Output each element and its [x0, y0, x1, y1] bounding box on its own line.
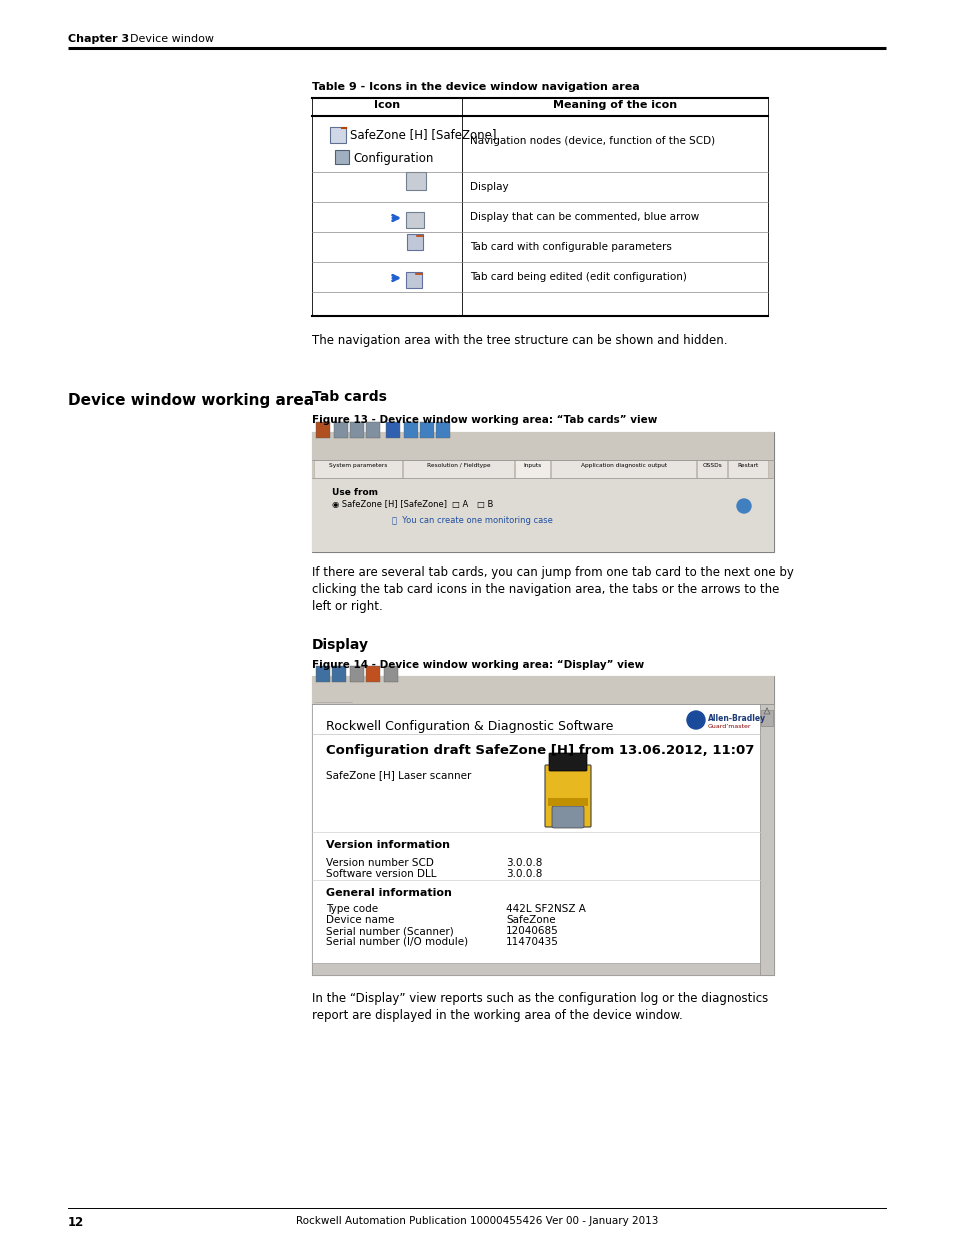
Text: Tab cards: Tab cards [312, 390, 387, 404]
Bar [312, 478, 773, 552]
Text: Display: Display [470, 182, 508, 191]
Bar [515, 459, 550, 478]
FancyBboxPatch shape [330, 127, 346, 143]
Text: If there are several tab cards, you can jump from one tab card to the next one b: If there are several tab cards, you can … [312, 566, 793, 613]
FancyBboxPatch shape [407, 233, 422, 249]
Text: Version information: Version information [326, 840, 450, 850]
Bar [350, 666, 364, 682]
Bar [386, 422, 399, 438]
Circle shape [686, 711, 704, 729]
Text: Icon: Icon [374, 100, 399, 110]
Bar [350, 422, 364, 438]
Bar [551, 459, 696, 478]
Text: 3.0.0.8: 3.0.0.8 [505, 869, 542, 879]
Text: 12: 12 [68, 1216, 84, 1229]
FancyBboxPatch shape [335, 149, 349, 164]
Bar [312, 676, 773, 704]
Bar [312, 432, 773, 552]
Bar [314, 459, 401, 478]
Text: Inputs: Inputs [523, 463, 541, 468]
Text: Device window working area: Device window working area [68, 393, 314, 408]
Text: The navigation area with the tree structure can be shown and hidden.: The navigation area with the tree struct… [312, 333, 727, 347]
Text: Tab card being edited (edit configuration): Tab card being edited (edit configuratio… [470, 272, 686, 282]
Bar [760, 704, 773, 974]
Bar [402, 459, 514, 478]
Text: Software version DLL: Software version DLL [326, 869, 436, 879]
Bar [403, 422, 417, 438]
Text: In the “Display” view reports such as the configuration log or the diagnostics
r: In the “Display” view reports such as th… [312, 992, 767, 1023]
Bar [312, 704, 760, 974]
Text: Serial number (Scanner): Serial number (Scanner) [326, 926, 454, 936]
Text: Table 9 - Icons in the device window navigation area: Table 9 - Icons in the device window nav… [312, 82, 639, 91]
Text: □ B: □ B [476, 500, 493, 509]
Bar [384, 666, 397, 682]
Text: SafeZone: SafeZone [505, 915, 555, 925]
Bar [547, 798, 587, 806]
Text: General information: General information [326, 888, 452, 898]
Text: ⓘ  You can create one monitoring case: ⓘ You can create one monitoring case [392, 516, 553, 525]
Text: SafeZone [H] [SafeZone]: SafeZone [H] [SafeZone] [350, 128, 496, 141]
Bar [436, 422, 450, 438]
Text: Resolution / Fieldtype: Resolution / Fieldtype [426, 463, 490, 468]
Text: Restart: Restart [737, 463, 758, 468]
Bar [315, 666, 330, 682]
Text: ◉ SafeZone [H] [SafeZone]: ◉ SafeZone [H] [SafeZone] [332, 500, 447, 509]
Text: System parameters: System parameters [328, 463, 387, 468]
Bar [312, 676, 773, 974]
Text: OSSDs: OSSDs [701, 463, 721, 468]
Bar [332, 666, 346, 682]
Text: ?: ? [740, 500, 745, 509]
Text: Application diagnostic output: Application diagnostic output [580, 463, 666, 468]
Text: Figure 14 - Device window working area: “Display” view: Figure 14 - Device window working area: … [312, 659, 643, 671]
Text: Figure 13 - Device window working area: “Tab cards” view: Figure 13 - Device window working area: … [312, 415, 657, 425]
Bar [419, 422, 434, 438]
Text: Rockwell Automation Publication 10000455426 Ver 00 - January 2013: Rockwell Automation Publication 10000455… [295, 1216, 658, 1226]
Text: □ A: □ A [452, 500, 468, 509]
FancyBboxPatch shape [406, 272, 421, 288]
Text: 442L SF2NSZ A: 442L SF2NSZ A [505, 904, 585, 914]
Text: Configuration: Configuration [353, 152, 433, 165]
Bar [760, 710, 772, 726]
Bar [312, 963, 760, 974]
Text: Rockwell Configuration & Diagnostic Software: Rockwell Configuration & Diagnostic Soft… [326, 720, 613, 734]
FancyBboxPatch shape [548, 753, 586, 771]
Text: SafeZone [H] Laser scanner: SafeZone [H] Laser scanner [326, 769, 471, 781]
Text: Guard’master: Guard’master [707, 724, 751, 729]
Text: Use from: Use from [332, 488, 377, 496]
FancyBboxPatch shape [544, 764, 590, 827]
Bar [366, 666, 379, 682]
Text: Display that can be commented, blue arrow: Display that can be commented, blue arro… [470, 212, 699, 222]
Bar [727, 459, 767, 478]
Bar [312, 459, 773, 478]
Text: Display: Display [312, 638, 369, 652]
Bar [312, 432, 773, 459]
Text: Serial number (I/O module): Serial number (I/O module) [326, 937, 468, 947]
Circle shape [737, 499, 750, 513]
Text: 11470435: 11470435 [505, 937, 558, 947]
Bar [315, 422, 330, 438]
Text: Device window: Device window [130, 35, 213, 44]
Text: 3.0.0.8: 3.0.0.8 [505, 858, 542, 868]
Text: Navigation nodes (device, function of the SCD): Navigation nodes (device, function of th… [470, 136, 715, 146]
FancyBboxPatch shape [552, 806, 583, 827]
Text: Configuration draft SafeZone [H] from 13.06.2012, 11:07: Configuration draft SafeZone [H] from 13… [326, 743, 754, 757]
Bar [697, 459, 726, 478]
Bar [334, 422, 348, 438]
Text: Meaning of the icon: Meaning of the icon [553, 100, 677, 110]
Text: 12040685: 12040685 [505, 926, 558, 936]
Bar [366, 422, 379, 438]
FancyBboxPatch shape [406, 172, 426, 190]
Text: Tab card with configurable parameters: Tab card with configurable parameters [470, 242, 671, 252]
FancyBboxPatch shape [406, 212, 423, 228]
Text: Chapter 3: Chapter 3 [68, 35, 129, 44]
Text: Version number SCD: Version number SCD [326, 858, 434, 868]
Text: Type code: Type code [326, 904, 377, 914]
Text: Allen-Bradley: Allen-Bradley [707, 714, 765, 722]
Text: Device name: Device name [326, 915, 394, 925]
